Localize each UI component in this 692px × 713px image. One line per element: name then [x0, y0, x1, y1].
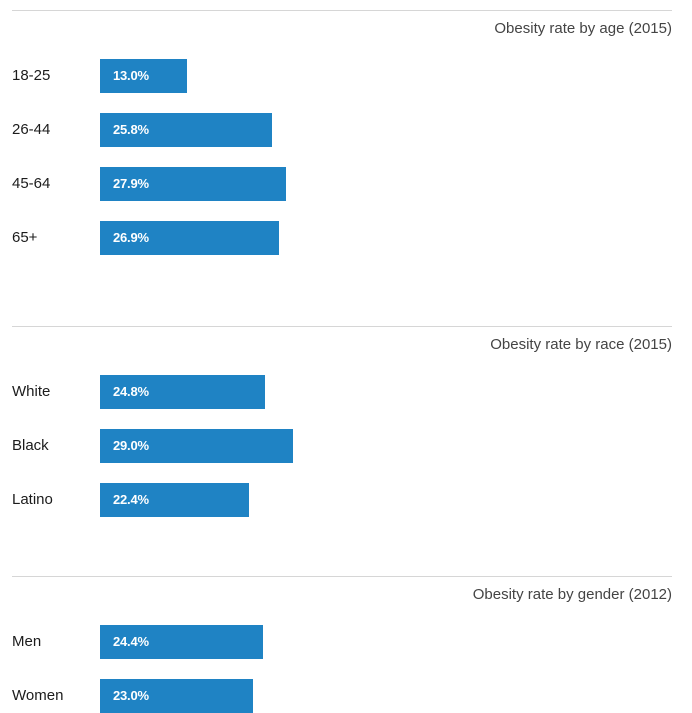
bar-row: Black 29.0%: [0, 429, 692, 463]
category-label: 45-64: [12, 175, 51, 192]
bar-value-label: 27.9%: [113, 176, 149, 191]
bar: 25.8%: [100, 113, 272, 147]
chart-title: Obesity rate by age (2015): [494, 20, 672, 37]
bar-row: Women 23.0%: [0, 679, 692, 713]
divider-rule: [12, 576, 672, 577]
bar: 26.9%: [100, 221, 279, 255]
category-label: Women: [12, 687, 64, 704]
bar-row: 18-25 13.0%: [0, 59, 692, 93]
bar-row: Latino 22.4%: [0, 483, 692, 517]
bar-row: White 24.8%: [0, 375, 692, 409]
divider-rule: [12, 10, 672, 11]
bar: 23.0%: [100, 679, 253, 713]
category-label: White: [12, 383, 51, 400]
bar: 13.0%: [100, 59, 187, 93]
bar: 24.4%: [100, 625, 263, 659]
category-label: 18-25: [12, 67, 51, 84]
bar-row: Men 24.4%: [0, 625, 692, 659]
chart-title: Obesity rate by race (2015): [490, 336, 672, 353]
category-label: 26-44: [12, 121, 51, 138]
bar: 29.0%: [100, 429, 293, 463]
bar: 27.9%: [100, 167, 286, 201]
bar-value-label: 24.4%: [113, 634, 149, 649]
bar-value-label: 13.0%: [113, 68, 149, 83]
category-label: Men: [12, 633, 42, 650]
bar-row: 45-64 27.9%: [0, 167, 692, 201]
divider-rule: [12, 326, 672, 327]
bar: 24.8%: [100, 375, 265, 409]
bar-row: 65+ 26.9%: [0, 221, 692, 255]
bar: 22.4%: [100, 483, 249, 517]
bar-value-label: 26.9%: [113, 230, 149, 245]
bar-row: 26-44 25.8%: [0, 113, 692, 147]
category-label: Black: [12, 437, 49, 454]
bar-value-label: 23.0%: [113, 688, 149, 703]
bar-value-label: 29.0%: [113, 438, 149, 453]
chart-title: Obesity rate by gender (2012): [472, 586, 672, 603]
bar-value-label: 22.4%: [113, 492, 149, 507]
bar-value-label: 25.8%: [113, 122, 149, 137]
category-label: Latino: [12, 491, 53, 508]
bar-value-label: 24.8%: [113, 384, 149, 399]
category-label: 65+: [12, 229, 38, 246]
